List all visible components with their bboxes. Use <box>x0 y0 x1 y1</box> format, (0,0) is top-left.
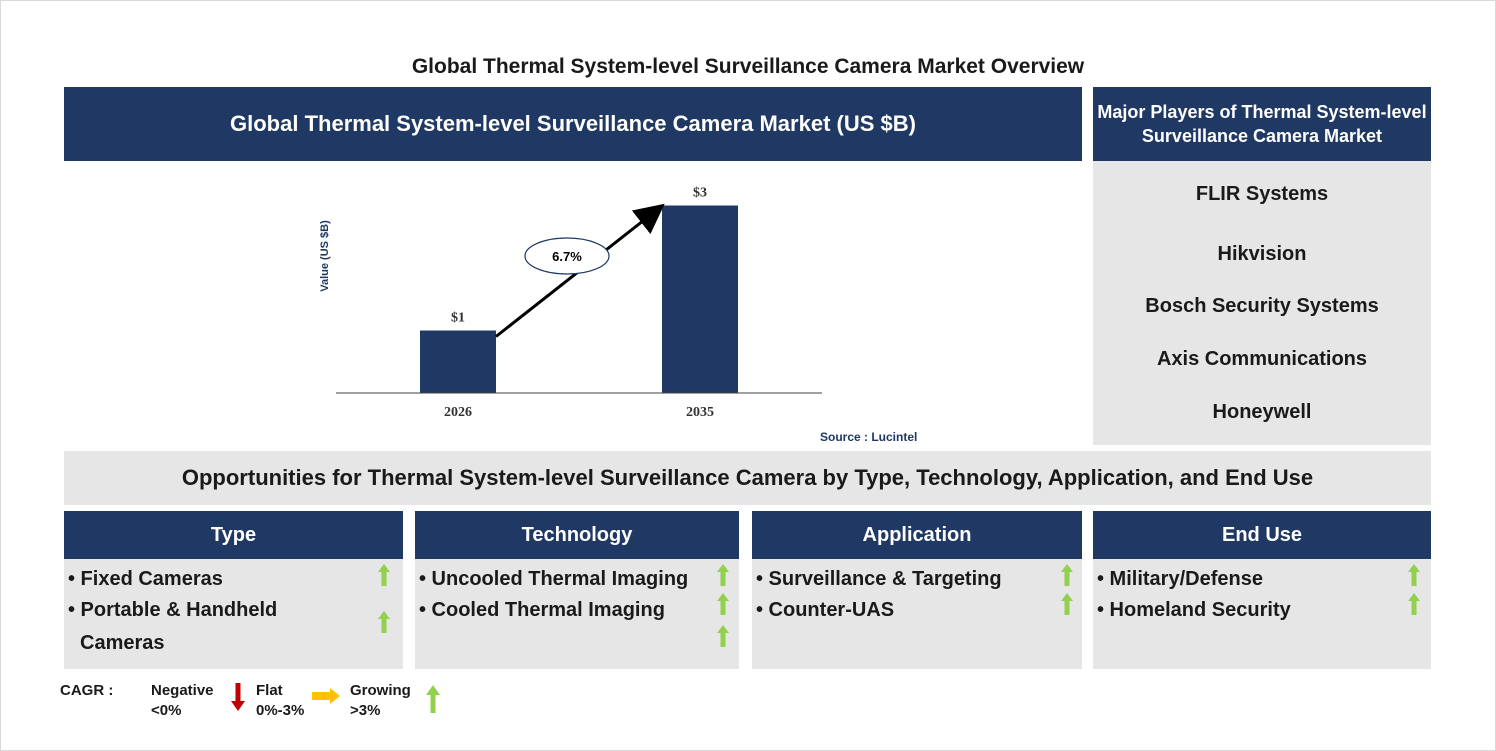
category-header-technology: Technology <box>415 511 739 559</box>
legend-growing: Growing >3% <box>350 681 411 721</box>
player-item: Hikvision <box>1217 243 1307 265</box>
growth-arrow-icon <box>1408 564 1420 586</box>
list-item: • Uncooled Thermal Imaging <box>419 568 689 590</box>
up-arrow-icon <box>426 685 440 713</box>
list-item: • Homeland Security <box>1097 599 1291 621</box>
player-item: Axis Communications <box>1156 348 1368 370</box>
legend-flat: Flat 0%-3% <box>256 681 304 721</box>
down-arrow-icon <box>231 683 245 711</box>
x-tick-label: 2026 <box>444 405 472 420</box>
cagr-ellipse <box>524 237 610 275</box>
list-item: • Surveillance & Targeting <box>756 568 1002 590</box>
growth-arrow-icon <box>717 625 729 647</box>
cagr-label: 6.7% <box>552 249 582 264</box>
bar-value-label: $3 <box>693 186 707 201</box>
growth-arrow-icon <box>1408 593 1420 615</box>
legend-flat-range: 0%-3% <box>256 702 305 719</box>
growth-arrow-icon <box>1061 564 1073 586</box>
players-list: FLIR Systems Hikvision Bosch Security Sy… <box>1093 161 1431 445</box>
growth-arrow-icon <box>717 593 729 615</box>
legend-negative-range: <0% <box>151 702 182 719</box>
category-header-end-use: End Use <box>1093 511 1431 559</box>
category-header-application: Application <box>752 511 1082 559</box>
category-body-application: • Surveillance & Targeting • Counter-UAS <box>752 559 1082 669</box>
growth-arrow-icon <box>717 564 729 586</box>
category-header-type: Type <box>64 511 403 559</box>
legend-negative-label: Negative <box>151 682 214 699</box>
legend-growing-range: >3% <box>350 702 381 719</box>
list-item: • Cooled Thermal Imaging <box>419 599 665 621</box>
opportunities-title: Opportunities for Thermal System-level S… <box>64 451 1431 505</box>
legend-flat-label: Flat <box>256 682 283 699</box>
list-item: • Military/Defense <box>1097 568 1263 590</box>
legend-label: CAGR : <box>60 682 114 699</box>
bar-2035 <box>662 205 738 393</box>
players-header: Major Players of Thermal System-level Su… <box>1093 87 1431 161</box>
player-item: FLIR Systems <box>1195 183 1329 205</box>
category-body-technology: • Uncooled Thermal Imaging • Cooled Ther… <box>415 559 739 669</box>
market-bar-chart: Value (US $B) $1 2026 $3 2035 6.7% <box>319 186 822 420</box>
x-tick-label: 2035 <box>686 405 714 420</box>
chart-header: Global Thermal System-level Surveillance… <box>64 87 1082 161</box>
bar-2026 <box>420 330 496 393</box>
growth-arrow-icon <box>378 611 390 633</box>
bar-value-label: $1 <box>451 311 465 326</box>
player-item: Honeywell <box>1212 401 1312 423</box>
list-item: • Fixed Cameras <box>68 568 223 590</box>
growth-arrow-icon <box>1061 593 1073 615</box>
list-item: • Counter-UAS <box>756 599 895 621</box>
list-item: • Portable & Handheld <box>68 599 278 621</box>
growth-arrow-icon <box>378 564 390 586</box>
flat-arrow-icon <box>312 688 340 704</box>
category-body-end-use: • Military/Defense • Homeland Security <box>1093 559 1431 669</box>
legend-growing-label: Growing <box>350 682 411 699</box>
chart-source: Source : Lucintel <box>820 430 918 444</box>
player-item: Bosch Security Systems <box>1145 295 1379 317</box>
y-axis-label: Value (US $B) <box>319 220 331 292</box>
legend-negative: Negative <0% <box>151 681 214 721</box>
page-title: Global Thermal System-level Surveillance… <box>411 55 1085 78</box>
list-item: Cameras <box>80 632 165 654</box>
category-body-type: • Fixed Cameras • Portable & Handheld Ca… <box>64 559 403 669</box>
